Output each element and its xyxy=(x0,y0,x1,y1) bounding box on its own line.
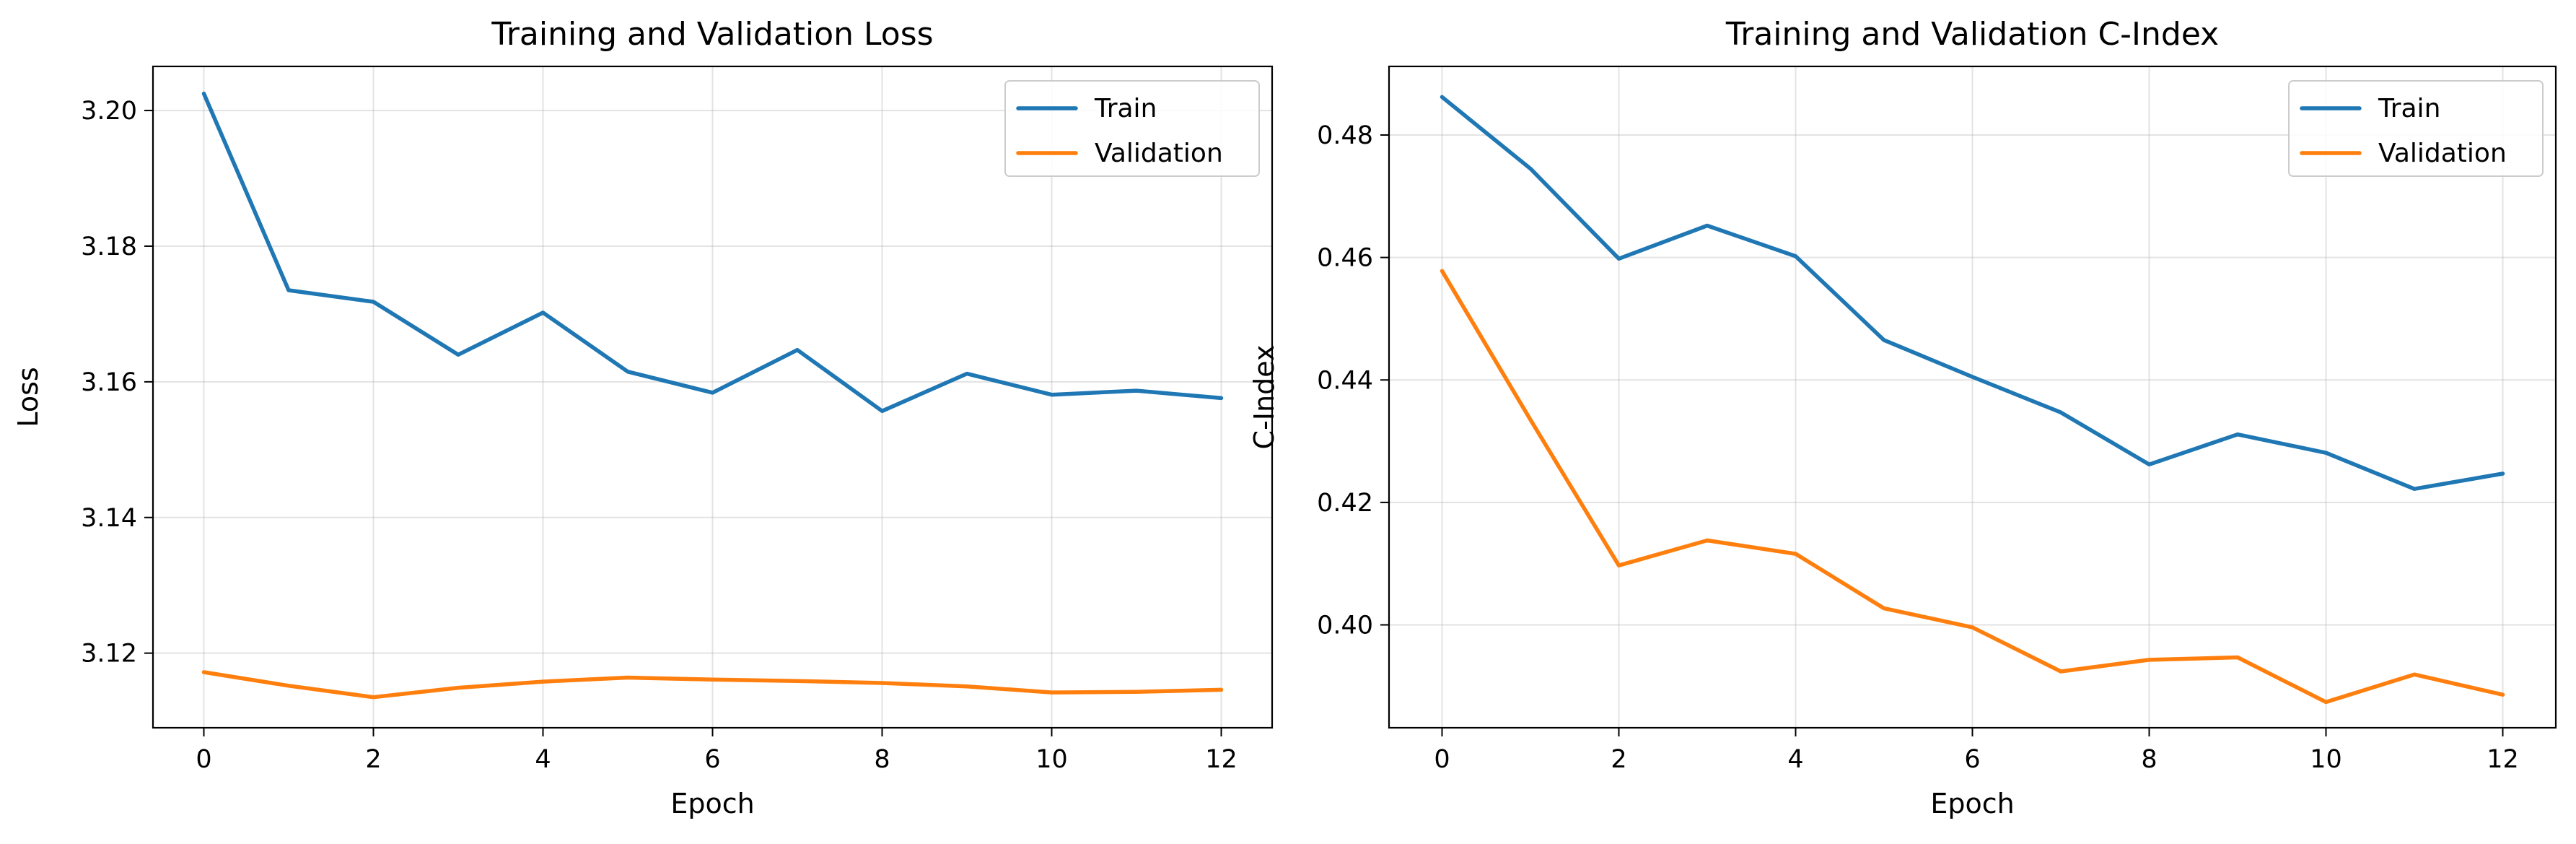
loss-x-tick-label: 2 xyxy=(365,745,381,774)
loss-x-tick-label: 0 xyxy=(196,745,211,774)
c-index-x-tick-label: 4 xyxy=(1787,745,1803,774)
loss-x-tick-label: 12 xyxy=(1205,745,1237,774)
c-index-x-tick-label: 12 xyxy=(2487,745,2519,774)
loss-x-tick-label: 8 xyxy=(874,745,890,774)
c-index-y-axis-label: C-Index xyxy=(1248,345,1280,450)
loss-x-tick-label: 6 xyxy=(704,745,720,774)
loss-y-tick-label: 3.12 xyxy=(81,640,137,669)
c-index-x-tick-label: 10 xyxy=(2310,745,2342,774)
loss-y-tick-label: 3.16 xyxy=(81,368,137,397)
loss-chart-title: Training and Validation Loss xyxy=(491,16,933,53)
c-index-legend: Train Validation xyxy=(2288,80,2544,177)
loss-train-line xyxy=(201,91,1224,414)
c-index-chart-title: Training and Validation C-Index xyxy=(1725,16,2219,53)
c-index-x-tick-label: 0 xyxy=(1434,745,1450,774)
c-index-y-tick-label: 0.48 xyxy=(1317,121,1373,150)
loss-chart: 0 2 4 6 8 10 12 3.12 3.14 3.16 3.18 3.20 Training an… xyxy=(12,16,1274,819)
loss-legend: Train Validation xyxy=(1004,80,1260,177)
c-index-y-tick-label: 0.42 xyxy=(1317,489,1373,518)
loss-legend-label-validation: Validation xyxy=(1095,139,1223,168)
loss-x-axis-label: Epoch xyxy=(670,788,754,819)
loss-y-tick-label: 3.18 xyxy=(81,232,137,261)
c-index-x-tick-label: 6 xyxy=(1964,745,1980,774)
c-index-x-tick-label: 2 xyxy=(1611,745,1626,774)
loss-y-tick-label: 3.20 xyxy=(81,97,137,126)
c-index-x-axis-label: Epoch xyxy=(1930,788,2014,819)
c-index-validation-line xyxy=(1440,269,2505,705)
c-index-y-tick-label: 0.44 xyxy=(1317,366,1373,395)
loss-legend-label-train: Train xyxy=(1094,94,1157,123)
c-index-legend-label-train: Train xyxy=(2378,94,2440,123)
c-index-y-tick-label: 0.46 xyxy=(1317,244,1373,273)
loss-x-tick-label: 10 xyxy=(1035,745,1068,774)
c-index-train-line xyxy=(1440,95,2505,491)
loss-y-tick-label: 3.14 xyxy=(81,504,137,533)
c-index-x-tick-label: 8 xyxy=(2141,745,2157,774)
c-index-y-tick-label: 0.40 xyxy=(1317,612,1373,640)
loss-x-tick-label: 4 xyxy=(535,745,551,774)
c-index-chart: 0 2 4 6 8 10 12 0.40 0.42 0.44 0.46 0.48 Training an… xyxy=(1248,16,2557,819)
loss-validation-line xyxy=(201,670,1224,700)
c-index-legend-label-validation: Validation xyxy=(2378,139,2507,168)
loss-y-axis-label: Loss xyxy=(12,367,44,427)
